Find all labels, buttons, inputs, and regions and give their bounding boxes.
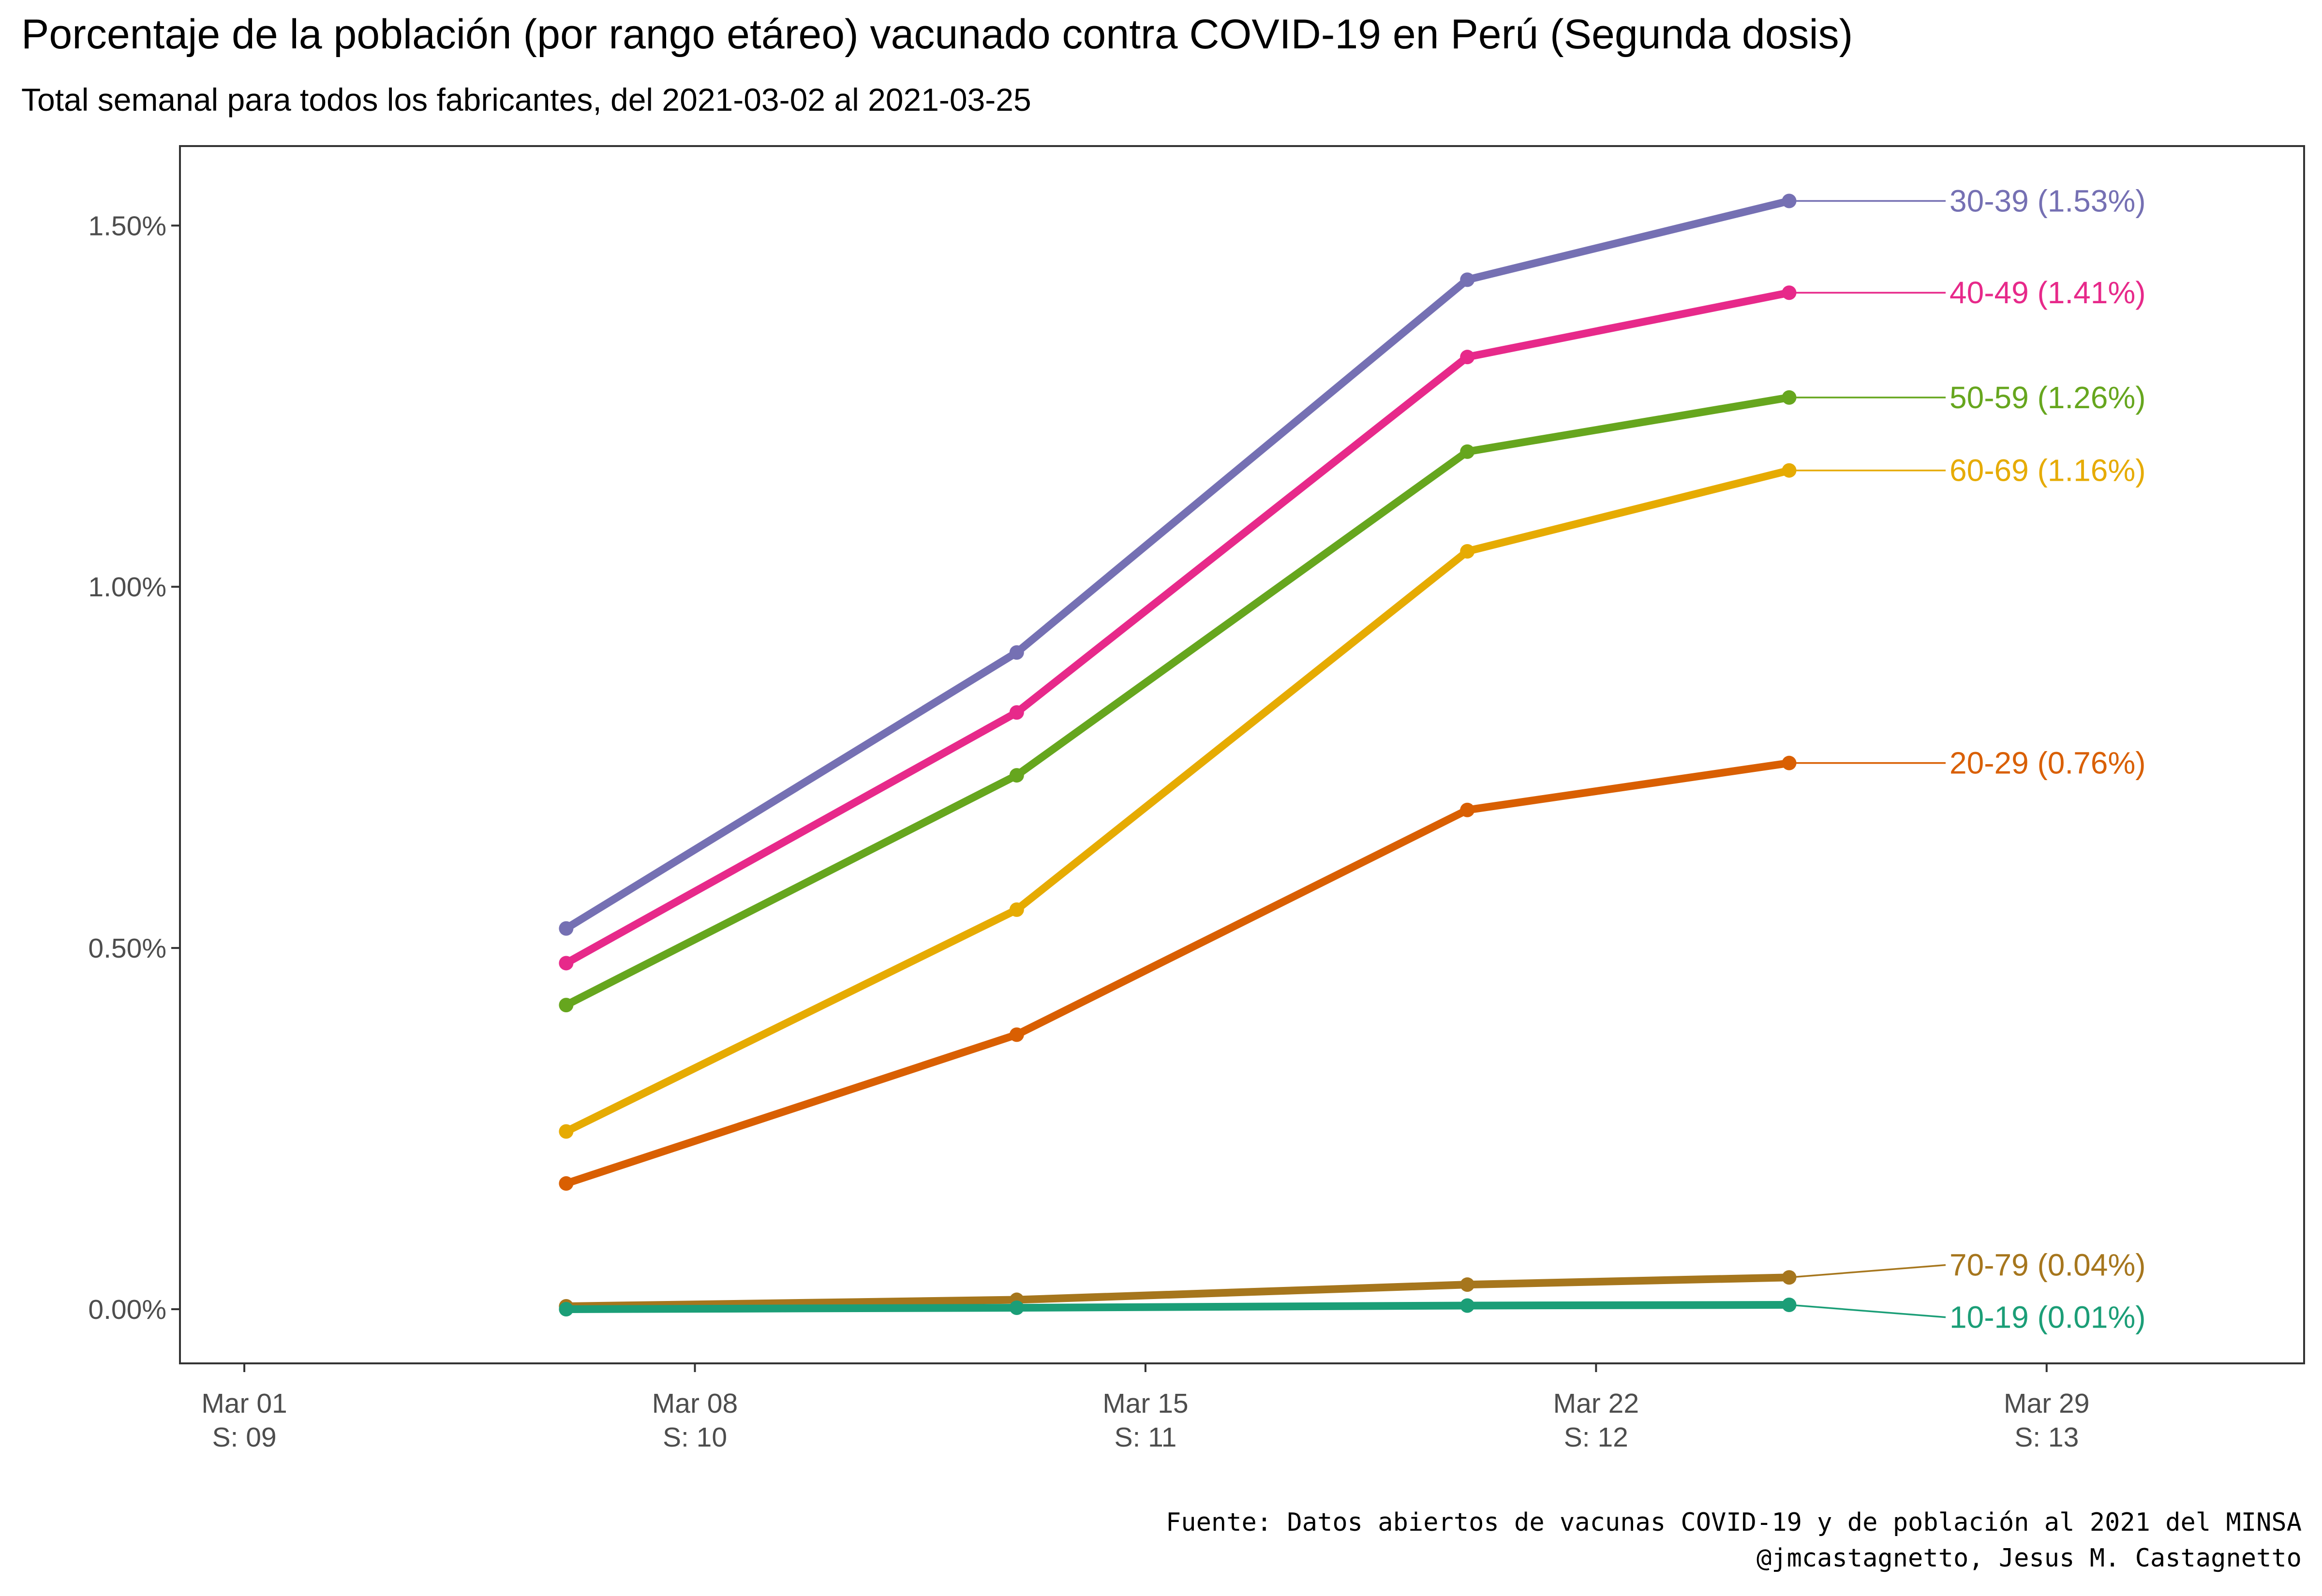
data-point	[1009, 902, 1024, 917]
series-line	[562, 393, 1793, 1009]
series-10-19	[559, 1298, 1797, 1316]
series-label-10-19: 10-19 (0.01%)	[1950, 1300, 2146, 1335]
series-line	[562, 759, 1793, 1188]
data-point	[1009, 645, 1024, 660]
data-point	[1009, 1300, 1024, 1315]
label-leader-line	[1789, 1304, 1946, 1318]
series-line	[562, 289, 1793, 967]
series-line	[562, 1273, 1793, 1310]
data-point	[559, 1176, 574, 1191]
data-point	[1460, 544, 1475, 559]
data-point	[1460, 444, 1475, 459]
series-labels: 30-39 (1.53%) 40-49 (1.41%) 50-59 (1.26%) 6…	[1789, 184, 2146, 1335]
x-tick-week-label: S: 10	[663, 1422, 727, 1453]
series-20-29	[559, 755, 1797, 1191]
series-40-49	[559, 285, 1797, 971]
series-label-70-79: 70-79 (0.04%)	[1950, 1248, 2146, 1283]
data-point	[1460, 802, 1475, 817]
label-leader-line	[1789, 1264, 1946, 1278]
data-point	[1460, 1277, 1475, 1292]
y-tick-label: 0.50%	[88, 933, 166, 964]
data-point	[1460, 350, 1475, 365]
x-tick-label: Mar 01	[201, 1388, 287, 1419]
series-line	[562, 197, 1793, 932]
data-point	[559, 998, 574, 1013]
series-50-59	[559, 390, 1797, 1013]
x-tick-label: Mar 22	[1553, 1388, 1639, 1419]
x-tick-week-label: S: 12	[1564, 1422, 1628, 1453]
chart-title: Porcentaje de la población (por rango et…	[21, 11, 1853, 58]
data-point	[559, 1124, 574, 1139]
y-tick-label: 1.00%	[88, 572, 166, 603]
series-30-39	[559, 193, 1797, 936]
data-point	[1460, 1298, 1475, 1313]
data-point	[1460, 272, 1475, 287]
plot-panel-border	[179, 145, 2305, 1364]
x-tick-label: Mar 15	[1102, 1388, 1188, 1419]
data-point	[1009, 768, 1024, 783]
chart-subtitle: Total semanal para todos los fabricantes…	[21, 82, 1031, 118]
data-point	[1009, 1027, 1024, 1042]
y-tick-label: 0.00%	[88, 1294, 166, 1325]
series-line	[562, 1301, 1793, 1313]
series-label-60-69: 60-69 (1.16%)	[1950, 453, 2146, 488]
series-label-50-59: 50-59 (1.26%)	[1950, 380, 2146, 415]
x-tick-label: Mar 29	[2004, 1388, 2089, 1419]
series-label-40-49: 40-49 (1.41%)	[1950, 275, 2146, 310]
series-60-69	[559, 463, 1797, 1139]
data-point	[559, 921, 574, 936]
series-line	[562, 466, 1793, 1136]
series-label-30-39: 30-39 (1.53%)	[1950, 184, 2146, 219]
x-tick-label: Mar 08	[652, 1388, 738, 1419]
x-tick-week-label: S: 13	[2014, 1422, 2079, 1453]
caption-source: Fuente: Datos abiertos de vacunas COVID-…	[1166, 1508, 2302, 1537]
caption-author: @jmcastagnetto, Jesus M. Castagnetto	[1756, 1544, 2302, 1573]
x-tick-week-label: S: 09	[212, 1422, 277, 1453]
data-point	[559, 1301, 574, 1316]
y-tick-label: 1.50%	[88, 210, 166, 241]
series-label-20-29: 20-29 (0.76%)	[1950, 746, 2146, 781]
data-point	[559, 956, 574, 971]
x-tick-week-label: S: 11	[1114, 1422, 1176, 1453]
data-point	[1009, 705, 1024, 720]
series-lines	[559, 193, 1797, 1316]
